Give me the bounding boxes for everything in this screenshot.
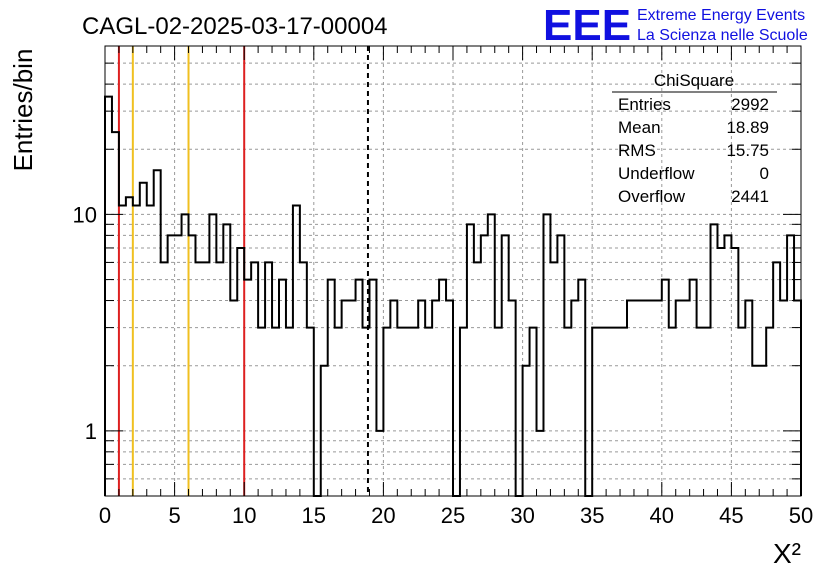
y-tick-label: 10 [73, 202, 97, 227]
stats-row-value: 15.75 [726, 141, 769, 160]
stats-row-label: Underflow [618, 164, 695, 183]
axis-ticks: 0 5 10 15 20 25 30 35 40 45 50 1 10 [73, 45, 813, 528]
x-tick-label: 25 [441, 503, 465, 528]
stats-row-value: 2441 [731, 187, 769, 206]
histogram-bins [104, 95, 802, 497]
x-tick-label: 10 [232, 503, 256, 528]
stats-row-value: 0 [760, 164, 769, 183]
logo-subtitle-line2: La Scienza nelle Scuole [637, 27, 808, 44]
x-tick-label: 30 [510, 503, 534, 528]
x-tick-label: 0 [99, 503, 111, 528]
stats-row-value: 18.89 [726, 118, 769, 137]
logo-subtitle-line1: Extreme Energy Events [637, 7, 805, 24]
stats-row-label: Mean [618, 118, 661, 137]
x-tick-label: 20 [371, 503, 395, 528]
stats-box: ChiSquare Entries 2992 Mean 18.89 RMS 15.75 Un… [612, 71, 777, 206]
x-tick-label: 35 [580, 503, 604, 528]
stats-row-label: RMS [618, 141, 656, 160]
stats-row-value: 2992 [731, 95, 769, 114]
stats-title: ChiSquare [654, 71, 734, 90]
histogram-outline [104, 95, 802, 497]
x-tick-label: 45 [719, 503, 743, 528]
x-tick-label: 15 [302, 503, 326, 528]
x-tick-label: 40 [650, 503, 674, 528]
eee-logo: EEE [543, 1, 631, 50]
stats-row-label: Entries [618, 95, 671, 114]
x-tick-label: 50 [789, 503, 813, 528]
x-tick-label: 5 [168, 503, 180, 528]
run-title: CAGL-02-2025-03-17-00004 [82, 13, 388, 40]
y-tick-label: 1 [85, 419, 97, 444]
y-axis-label: Entries/bin [8, 49, 38, 172]
x-axis-label: X² [773, 538, 801, 569]
stats-row-label: Overflow [618, 187, 686, 206]
